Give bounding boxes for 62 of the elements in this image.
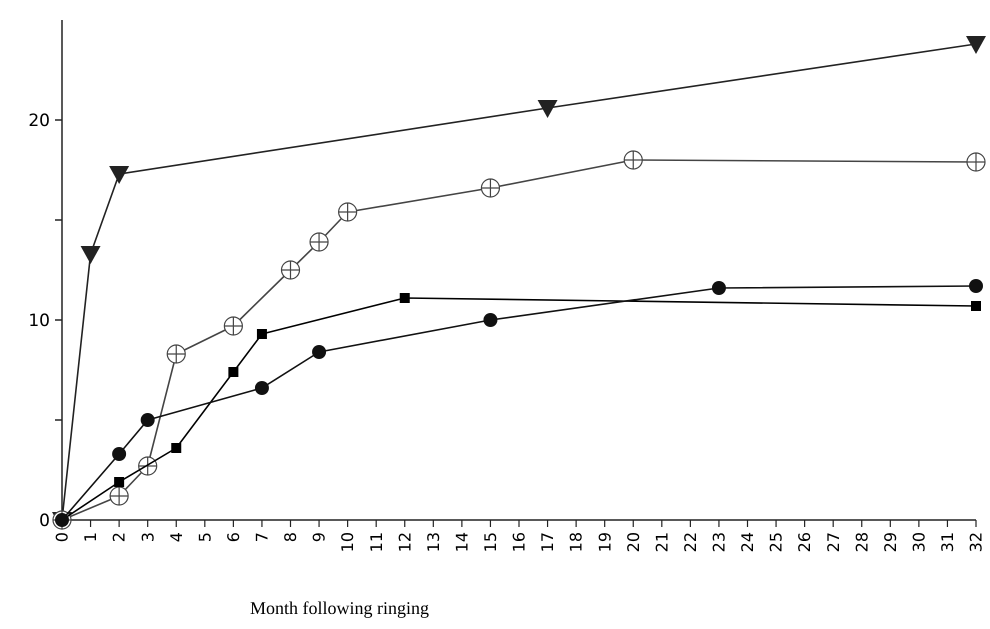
x-tick-label: 12	[395, 532, 414, 552]
point	[400, 293, 410, 303]
x-tick-label: 4	[166, 532, 186, 542]
point	[166, 344, 186, 364]
x-tick-label: 3	[138, 532, 158, 542]
x-tick-label: 15	[481, 532, 500, 552]
x-tick-label: 13	[424, 532, 443, 552]
point	[966, 152, 986, 172]
x-tick-label: 22	[680, 532, 700, 552]
x-tick-label: 17	[538, 532, 558, 552]
point	[140, 413, 155, 427]
x-tick-label: 14	[452, 532, 472, 552]
point	[538, 100, 558, 118]
point	[254, 381, 269, 395]
x-tick-label: 11	[366, 532, 386, 552]
point	[256, 329, 267, 339]
x-tick-label: 18	[566, 532, 586, 552]
point	[312, 345, 326, 359]
y-tick-label: 20	[28, 110, 50, 131]
point	[228, 367, 238, 377]
x-axis-title: Month following ringing	[250, 598, 429, 618]
x-tick-label: 2	[110, 532, 129, 542]
x-tick-label: 25	[766, 532, 786, 552]
x-tick-label: 9	[310, 532, 329, 542]
x-tick-label: 28	[852, 532, 872, 552]
point	[483, 313, 498, 327]
point	[109, 166, 130, 184]
point	[224, 316, 243, 336]
x-tick-label: 1	[81, 532, 100, 542]
y-tick-label: 10	[28, 310, 50, 331]
x-tick-label: 32	[966, 532, 986, 552]
point	[480, 178, 500, 198]
point	[309, 232, 329, 252]
x-tick-label: 6	[224, 532, 243, 542]
x-tick-label: 26	[795, 532, 814, 552]
x-tick-label: 7	[252, 532, 272, 542]
x-tick-label: 20	[624, 532, 643, 552]
x-tick-label: 30	[909, 532, 928, 552]
point	[966, 36, 986, 54]
x-tick-label: 5	[195, 532, 214, 542]
point	[971, 301, 981, 311]
point	[712, 281, 726, 295]
point	[624, 150, 643, 170]
x-tick-label: 19	[595, 532, 614, 552]
x-tick-label: 31	[938, 532, 958, 552]
x-tick-label: 10	[338, 532, 358, 552]
x-tick-label: 16	[510, 532, 529, 552]
point	[112, 447, 126, 461]
x-tick-label: 24	[738, 532, 758, 552]
point	[338, 202, 358, 222]
point	[80, 246, 101, 264]
x-tick-label: 29	[880, 532, 900, 552]
point	[110, 486, 129, 506]
x-tick-label: 27	[824, 532, 843, 552]
x-tick-label: 23	[710, 532, 729, 552]
point	[280, 260, 300, 280]
point	[969, 279, 983, 293]
point	[114, 477, 124, 487]
x-tick-label: 0	[52, 532, 72, 542]
point	[171, 443, 182, 453]
x-tick-label: 8	[281, 532, 300, 542]
x-tick-label: 21	[652, 532, 672, 552]
